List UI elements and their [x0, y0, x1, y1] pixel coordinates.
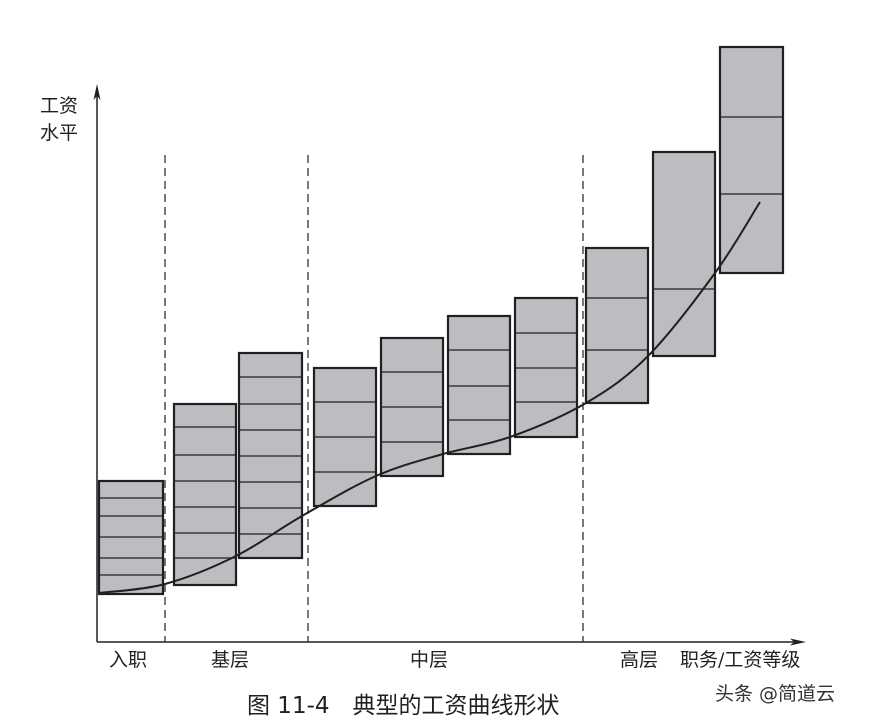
figure-caption: 图 11-4 典型的工资曲线形状 — [247, 693, 560, 719]
band-label-senior: 高层 — [620, 649, 659, 671]
band-label-junior: 基层 — [211, 649, 250, 671]
y-axis-label-line1: 工资 — [40, 95, 79, 117]
y-axis-label-line2: 水平 — [40, 122, 79, 144]
grade-box-10 — [718, 45, 785, 275]
salary-curve — [98, 201, 761, 594]
axes — [93, 84, 806, 646]
band-dividers — [164, 155, 584, 642]
salary-grade-boxes — [97, 45, 785, 596]
grade-box-8 — [584, 246, 650, 405]
grade-box-4 — [312, 366, 378, 508]
grade-box-5 — [379, 336, 445, 478]
band-label-middle: 中层 — [410, 649, 449, 671]
grade-box-1 — [97, 479, 165, 596]
band-label-entry: 入职 — [109, 649, 148, 671]
grade-box-7 — [513, 296, 579, 439]
y-axis-arrow-icon — [93, 84, 101, 100]
x-axis-label: 职务/工资等级 — [680, 649, 801, 671]
grade-box-9 — [651, 150, 717, 358]
grade-box-6 — [446, 314, 512, 456]
grade-box-2 — [172, 402, 238, 587]
watermark: 头条 @简道云 — [715, 683, 836, 705]
x-axis-arrow-icon — [790, 638, 806, 646]
grade-box-3 — [237, 351, 304, 560]
